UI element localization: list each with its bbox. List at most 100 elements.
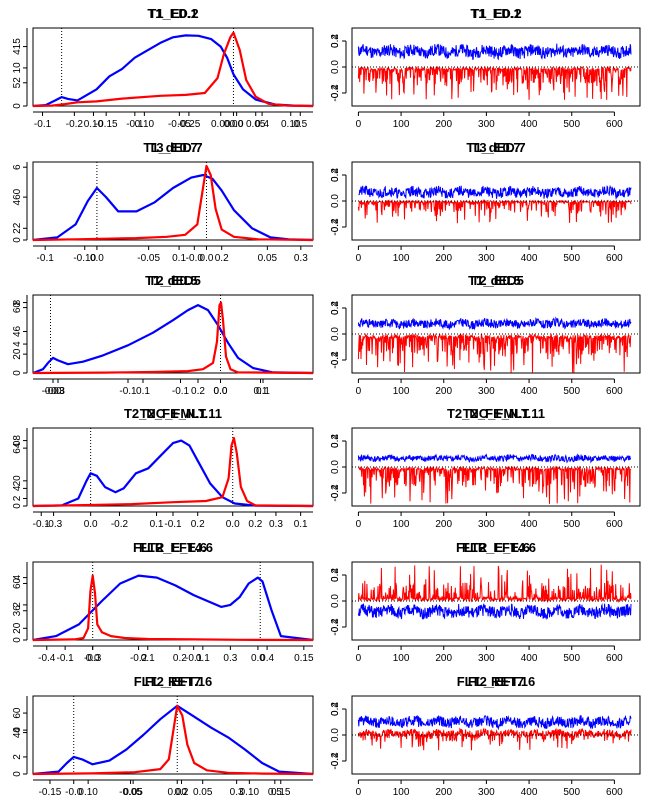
panel-11-y-tick-label: 40 xyxy=(12,727,23,739)
panel-5-x-tick-label: 0.1 xyxy=(256,386,270,397)
panel-2-y-tick-label: 0.0 xyxy=(330,60,341,74)
panel-11-title: FLT2_EFT.16 xyxy=(134,674,213,689)
panel-1-x-tick-label: -0.1 xyxy=(126,119,144,130)
panel-1-y-tick-label: 0 xyxy=(12,103,23,109)
panel-3-x-tick-label: 0.3 xyxy=(294,253,308,264)
panel-8-x-tick-label: 400 xyxy=(521,519,538,530)
panel-9-x-tick-label: 0.1 xyxy=(141,653,155,664)
panel-5-x-tick-label: 0.3 xyxy=(51,386,65,397)
panel-7-y-tick-label: 4 xyxy=(12,485,23,491)
panel-8-y-tick-label: 0.0 xyxy=(330,460,341,474)
panel-2-x-tick-label: 500 xyxy=(563,119,580,130)
panel-2-y-tick-label: 0.2 xyxy=(330,34,341,48)
panel-12-trace-blue xyxy=(357,714,632,731)
panel-8-x-tick-label: 300 xyxy=(478,519,495,530)
panel-6-x-tick-label: 100 xyxy=(393,386,410,397)
panel-7-x-tick-label: -0.1 xyxy=(164,519,182,530)
panel-11-x-tick-label: 0.5 xyxy=(268,787,282,798)
panel-4-title-overlay: T3_E0.7 xyxy=(471,140,520,155)
panel-6-x-tick-label: 0 xyxy=(356,386,362,397)
panel-11-y-tick-label: 60 xyxy=(12,707,23,719)
panel-2-x-tick-label: 0 xyxy=(356,119,362,130)
panel-4-trace-blue xyxy=(358,184,632,201)
panel-9-title: FLT2_EFT4.6 xyxy=(133,540,213,555)
panel-12-y-tick-label-overlay: -0.2 xyxy=(330,752,341,770)
panel-1-x-tick-label: -0.05 xyxy=(168,119,191,130)
panel-9-x-tick-label: 0.0 xyxy=(86,653,100,664)
panel-12-x-tick-label: 300 xyxy=(478,787,495,798)
panel-10-x-tick-label: 100 xyxy=(393,653,410,664)
panel-4-y-tick-label-overlay: -0.2 xyxy=(330,218,341,236)
panel-6-y-tick-label-overlay: 0.4 xyxy=(330,301,341,315)
panel-3-y-tick-label: 460 xyxy=(12,188,23,205)
panel-11-x-tick-label: -0.15 xyxy=(39,787,62,798)
panel-3-series-red xyxy=(32,164,314,242)
panel-8-y-tick-label-overlay: 0.4 xyxy=(330,434,341,448)
panel-7-x-tick-label: 0.0 xyxy=(226,519,240,530)
panel-9-x-tick-label: -0.4 xyxy=(38,653,56,664)
panel-1-x-tick-label: 0.0 xyxy=(230,119,244,130)
panel-1-x-tick-label: 0.05 xyxy=(246,119,266,130)
panel-11-y-tick-label: 2 xyxy=(12,754,23,760)
panel-10-x-tick-label: 300 xyxy=(478,653,495,664)
panel-9-x-tick-label: 0.15 xyxy=(294,653,314,664)
panel-11-title-overlay: FL_RET7 xyxy=(145,674,201,689)
panel-9-frame xyxy=(32,561,314,641)
panel-1-title-overlay: T1_E0.1 xyxy=(148,6,197,21)
panel-8-trace-blue xyxy=(357,453,632,464)
panel-9-y-tick-label: 60 xyxy=(12,577,23,589)
panel-11-frame xyxy=(32,695,314,775)
panel-10-x-tick-label: 0 xyxy=(356,653,362,664)
panel-3-x-tick-label: -0.1 xyxy=(37,253,55,264)
panel-3-x-tick-label: 0.1 xyxy=(172,253,186,264)
panel-7-y-tick-label: 64 xyxy=(12,442,23,454)
panel-6-y-tick-label: -0.4 xyxy=(330,351,341,369)
panel-7-x-tick-label: -0.1 xyxy=(33,519,51,530)
panel-1-x-tick-label: -0.25 xyxy=(178,119,201,130)
panel-4-x-tick-label: 400 xyxy=(521,253,538,264)
panel-6-x-tick-label: 600 xyxy=(606,386,623,397)
panel-5-y-tick-label: 4 xyxy=(12,341,23,347)
panel-12-x-tick-label: 500 xyxy=(563,787,580,798)
panel-10-y-tick-label-overlay: 0.4 xyxy=(330,568,341,582)
panel-4-x-tick-label: 200 xyxy=(435,253,452,264)
panel-3-x-tick-label: -0.05 xyxy=(137,253,160,264)
panel-8-trace-red xyxy=(358,465,632,504)
panel-2-x-tick-label: 100 xyxy=(393,119,410,130)
panel-5-series-blue xyxy=(32,304,314,375)
panel-7-x-tick-label: 0.2 xyxy=(248,519,262,530)
panel-4-trace-red xyxy=(357,198,632,224)
panel-5-y-tick-label: 0 xyxy=(12,370,23,376)
panel-7-x-tick-label: 0.3 xyxy=(269,519,283,530)
panel-3-x-tick-label: 0.0 xyxy=(200,253,214,264)
panel-10-x-tick-label: 400 xyxy=(521,653,538,664)
panel-5-x-tick-label: -0.1 xyxy=(172,386,190,397)
panel-3-x-tick-label: 0.0 xyxy=(90,253,104,264)
panel-8-y-tick-label-overlay: -0.2 xyxy=(330,484,341,502)
panel-7-y-tick-label: 2 xyxy=(12,495,23,501)
panel-6-title: T1_dED5 xyxy=(468,273,524,288)
panel-9-x-tick-label: -0.1 xyxy=(185,653,203,664)
panel-8-x-tick-label: 500 xyxy=(563,519,580,530)
panel-9-series-red xyxy=(32,574,314,642)
panel-8-y-tick-label: -0.4 xyxy=(330,484,341,502)
panel-5-y-tick-label: 60 xyxy=(12,302,23,314)
panel-5-x-tick-label: -0.1 xyxy=(119,386,137,397)
panel-7-x-tick-label: -0.3 xyxy=(45,519,63,530)
panel-12-x-tick-label: 200 xyxy=(435,787,452,798)
panel-8-y-tick-label: 0.2 xyxy=(330,434,341,448)
panel-7-x-tick-label: -0.2 xyxy=(111,519,129,530)
panel-4-y-tick-label: 0.2 xyxy=(330,168,341,182)
panel-12-trace-red xyxy=(357,727,632,751)
panel-3-title-overlay: T3_E0.7 xyxy=(148,140,197,155)
panel-12-x-tick-label: 400 xyxy=(521,787,538,798)
panel-4-title: T1_dED.7 xyxy=(466,140,525,155)
panel-4-x-tick-label: 600 xyxy=(606,253,623,264)
panel-9-series-blue xyxy=(32,574,314,642)
panel-7-y-tick-label: 08 xyxy=(12,435,23,447)
panel-8-title: T2_NC_FMLT.11 xyxy=(447,406,545,421)
panel-12-y-tick-label: 0.0 xyxy=(330,728,341,742)
panel-1-x-tick-label: -0.1 xyxy=(34,119,52,130)
panel-5-frame xyxy=(32,294,314,374)
panel-6-y-tick-label-overlay: -0.2 xyxy=(330,351,341,369)
